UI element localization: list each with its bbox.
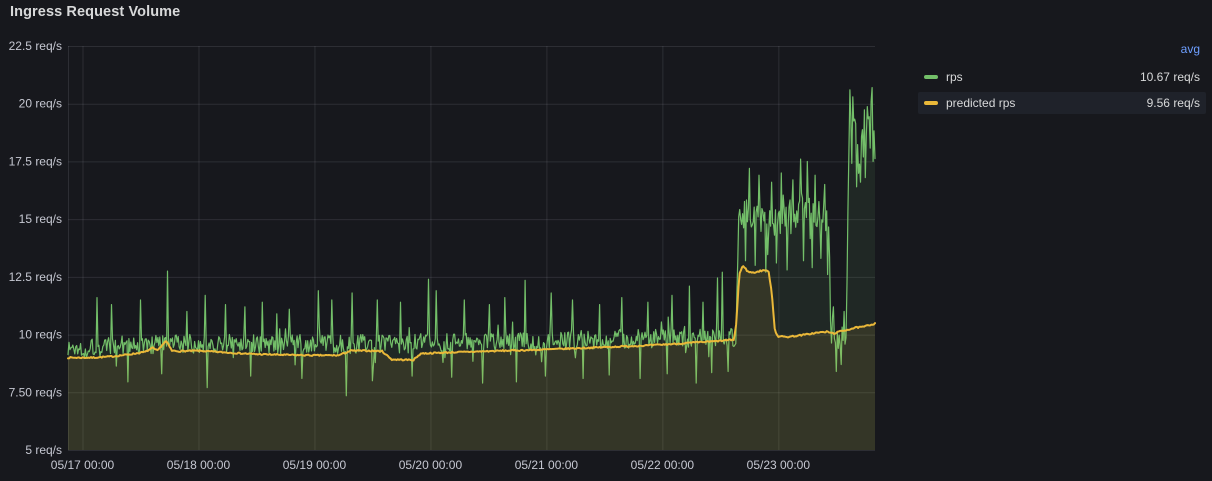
x-tick-label: 05/20 00:00 [399,458,463,472]
legend-avg-value: 9.56 req/s [1146,96,1200,110]
y-tick-label: 10 req/s [19,328,62,342]
y-tick-label: 12.5 req/s [9,270,62,284]
series-swatch-rps-icon [924,75,938,79]
x-tick-label: 05/22 00:00 [631,458,695,472]
x-tick-label: 05/17 00:00 [51,458,115,472]
x-tick-label: 05/19 00:00 [283,458,347,472]
time-series-chart[interactable]: 22.5 req/s 20 req/s 17.5 req/s 15 req/s 12.5… [0,0,890,481]
y-tick-label: 5 req/s [25,443,62,457]
legend-series-label: rps [946,70,963,84]
y-tick-label: 17.5 req/s [9,154,62,168]
legend-series-label: predicted rps [946,96,1016,110]
legend-header-row: avg [918,40,1206,62]
series-swatch-predicted-rps-icon [924,101,938,105]
legend-avg-value: 10.67 req/s [1139,70,1200,84]
y-tick-label: 20 req/s [19,97,62,111]
x-tick-label: 05/18 00:00 [167,458,231,472]
axis-labels: 22.5 req/s 20 req/s 17.5 req/s 15 req/s 12.5… [9,39,811,472]
series-predicted-rps [67,265,876,450]
legend-item-rps[interactable]: rps 10.67 req/s [918,66,1206,88]
series-rps [67,86,876,451]
legend-item-predicted-rps[interactable]: predicted rps 9.56 req/s [918,92,1206,114]
x-tick-label: 05/21 00:00 [515,458,579,472]
y-tick-label: 15 req/s [19,212,62,226]
x-tick-label: 05/23 00:00 [747,458,811,472]
panel-title[interactable]: Ingress Request Volume [10,4,181,20]
y-tick-label: 7.50 req/s [9,385,62,399]
legend: avg rps 10.67 req/s predicted rps 9.56 r… [918,40,1206,114]
y-tick-label: 22.5 req/s [9,39,62,53]
legend-column-header-avg[interactable]: avg [1180,42,1200,56]
